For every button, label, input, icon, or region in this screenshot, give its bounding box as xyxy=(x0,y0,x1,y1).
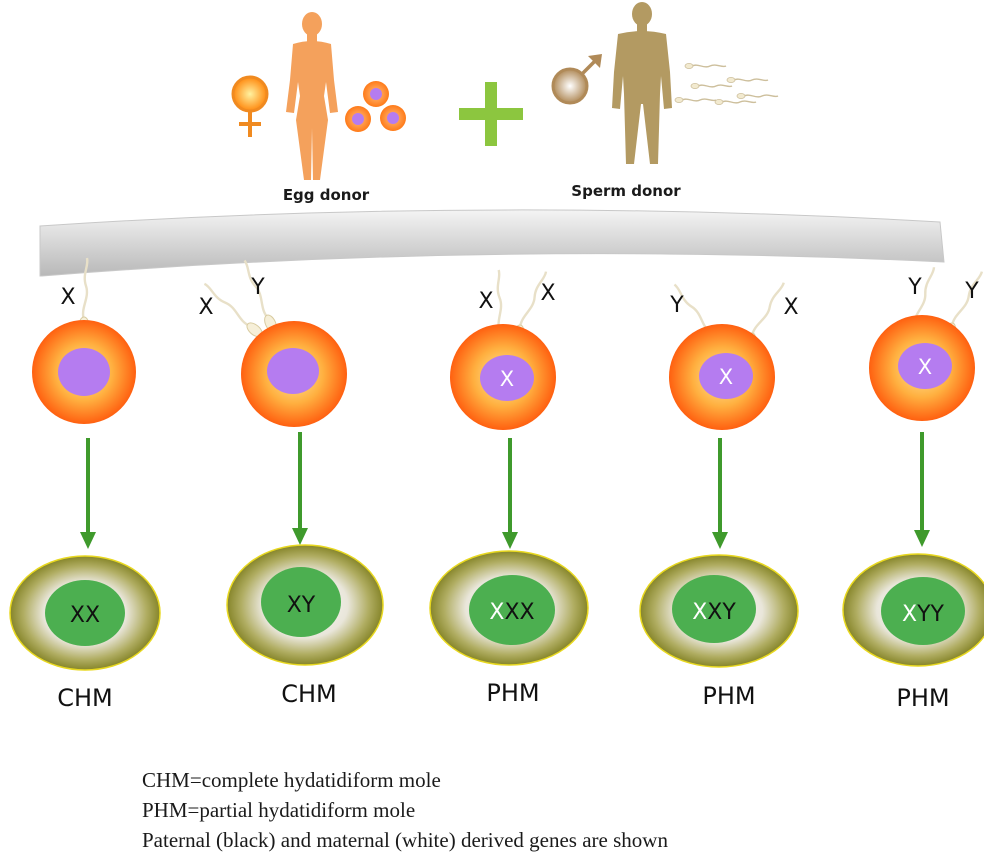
paternal-genes: XY xyxy=(287,593,316,618)
male-figure-icon xyxy=(612,2,672,164)
sperm-chromosome-label: X xyxy=(198,295,213,320)
mole-genotype: XXX xyxy=(489,600,534,625)
sperm-chromosome-label: Y xyxy=(250,275,265,300)
egg-nucleus xyxy=(58,348,110,396)
legend-phm-definition: PHM=partial hydatidiform mole xyxy=(142,798,416,822)
plus-icon xyxy=(459,82,523,146)
fertilization-column-2: X Y XY CHM xyxy=(198,258,384,708)
sperm-cells-icon xyxy=(674,62,779,106)
mole-type-label: PHM xyxy=(702,682,755,710)
mole-nucleus xyxy=(261,567,341,637)
mole-genotype: XYY xyxy=(902,602,945,627)
paternal-genes: YY xyxy=(916,602,944,627)
mole-genotype: XXY xyxy=(692,600,736,625)
sperm-donor-label: Sperm donor xyxy=(571,182,681,200)
female-symbol-icon xyxy=(231,75,269,137)
egg-donor-label: Egg donor xyxy=(283,186,370,204)
arrow-down-icon xyxy=(502,532,518,549)
mole-type-label: PHM xyxy=(896,684,949,712)
arrow-down-icon xyxy=(80,532,96,549)
paternal-genes: XX xyxy=(504,600,534,625)
sperm-chromosome-label: Y xyxy=(907,275,922,300)
fertilization-column-3: X X X XXX PHM xyxy=(429,267,589,707)
egg-cells-icon xyxy=(345,81,406,132)
mole-type-label: CHM xyxy=(57,684,113,712)
egg-nucleus xyxy=(480,355,534,401)
arrow-down-icon xyxy=(292,528,308,545)
egg-nucleus-chromosome: X xyxy=(719,365,733,389)
male-symbol-icon xyxy=(551,54,602,105)
sperm-chromosome-label: X xyxy=(478,289,493,314)
legend-gene-color-note: Paternal (black) and maternal (white) de… xyxy=(142,828,668,852)
sperm-chromosome-label: Y xyxy=(669,293,684,318)
maternal-genes: X xyxy=(692,600,707,625)
sperm-chromosome-label: X xyxy=(540,281,555,306)
arrow-down-icon xyxy=(712,532,728,549)
fertilization-column-1: X XX CHM xyxy=(9,256,161,712)
bracket-band xyxy=(39,209,945,277)
sperm-chromosome-label: X xyxy=(60,285,75,310)
female-figure-icon xyxy=(286,12,338,180)
egg-nucleus xyxy=(699,353,753,399)
paternal-genes: XX xyxy=(70,603,100,628)
fertilization-column-5: Y Y X XYY PHM xyxy=(842,263,984,712)
legend-chm-definition: CHM=complete hydatidiform mole xyxy=(142,768,441,792)
mole-nucleus xyxy=(881,577,965,645)
mole-nucleus xyxy=(672,575,756,643)
maternal-genes: X xyxy=(902,602,917,627)
egg-nucleus xyxy=(267,348,319,394)
mole-genotype: XX xyxy=(70,603,100,628)
maternal-genes: X xyxy=(489,600,504,625)
mole-type-label: PHM xyxy=(486,679,539,707)
paternal-genes: XY xyxy=(707,600,736,625)
egg-nucleus-chromosome: X xyxy=(918,355,932,379)
mole-genotype: XY xyxy=(287,593,316,618)
legend: CHM=complete hydatidiform mole PHM=parti… xyxy=(142,765,842,855)
sperm-chromosome-label: Y xyxy=(964,279,979,304)
fertilization-column-4: Y X X XXY PHM xyxy=(639,277,799,710)
egg-nucleus xyxy=(898,343,952,389)
egg-nucleus-chromosome: X xyxy=(500,367,514,391)
mole-type-label: CHM xyxy=(281,680,337,708)
mole-nucleus xyxy=(469,575,555,645)
sperm-chromosome-label: X xyxy=(783,295,798,320)
arrow-down-icon xyxy=(914,530,930,547)
mole-nucleus xyxy=(45,580,125,646)
